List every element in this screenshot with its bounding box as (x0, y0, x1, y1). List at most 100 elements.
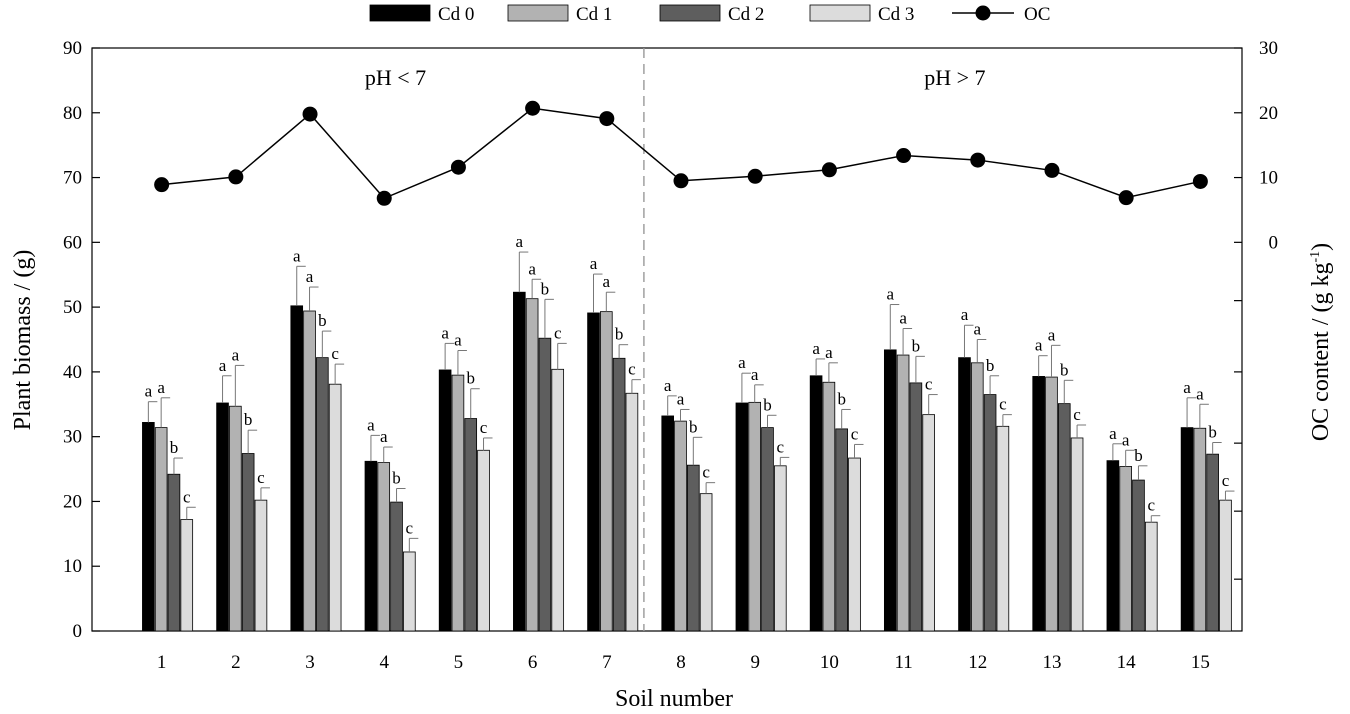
x-tick-label: 14 (1117, 652, 1137, 673)
significance-letter: b (1208, 422, 1217, 441)
bar-cd3-soil-11 (922, 414, 935, 632)
significance-letter: c (777, 437, 785, 456)
significance-letter: b (318, 311, 327, 330)
bar-cd1-soil-13 (1045, 376, 1058, 632)
bar-cd0-soil-14 (1106, 460, 1120, 632)
significance-letter: c (554, 323, 562, 342)
significance-letter: c (183, 487, 191, 506)
significance-letter: a (232, 345, 240, 364)
bar-cd1-soil-3 (303, 310, 316, 632)
bar-cd1-soil-2 (229, 405, 242, 632)
bar-cd3-soil-9 (774, 465, 787, 632)
significance-letter: b (986, 356, 995, 375)
bar-cd2-soil-14 (1132, 479, 1145, 632)
x-tick-label: 5 (454, 652, 464, 673)
significance-letter: a (1183, 378, 1191, 397)
bar-cd0-soil-2 (216, 402, 229, 632)
oc-point-soil-2 (228, 169, 244, 185)
significance-letter: a (1109, 424, 1117, 443)
oc-point-soil-1 (154, 177, 170, 193)
y2-axis-title-end: ) (1308, 243, 1334, 251)
bar-cd0-soil-4 (364, 460, 378, 632)
bar-cd1-soil-10 (822, 381, 836, 632)
significance-letter: a (306, 267, 314, 286)
significance-letter: a (516, 232, 524, 251)
significance-letter: c (628, 360, 636, 379)
oc-point-soil-14 (1118, 190, 1134, 206)
legend-label-cd0: Cd 0 (438, 4, 474, 25)
bar-cd1-soil-6 (525, 298, 539, 632)
y-tick-label: 60 (63, 232, 82, 253)
bar-cd2-soil-6 (538, 337, 552, 632)
oc-point-soil-8 (673, 173, 689, 189)
y2-tick-label: 10 (1259, 168, 1278, 189)
x-tick-label: 11 (894, 652, 912, 673)
x-tick-label: 10 (820, 652, 839, 673)
significance-letter: c (1222, 471, 1230, 490)
significance-letter: a (751, 365, 759, 384)
bar-cd0-soil-3 (290, 305, 304, 632)
bar-cd0-soil-6 (513, 291, 526, 632)
y-tick-label: 20 (63, 491, 82, 512)
significance-letter: a (157, 378, 165, 397)
x-tick-label: 3 (305, 652, 315, 673)
oc-point-soil-10 (821, 162, 837, 178)
significance-letter: c (1073, 405, 1081, 424)
legend-swatch-cd2 (659, 4, 721, 22)
oc-point-soil-9 (747, 168, 763, 184)
bar-cd2-soil-9 (761, 427, 774, 632)
significance-letter: a (1035, 336, 1043, 355)
legend-swatch-cd0 (369, 4, 431, 22)
oc-point-soil-5 (450, 159, 466, 175)
y-tick-label: 70 (63, 168, 82, 189)
bar-cd1-soil-11 (896, 354, 910, 632)
y2-tick-label: 0 (1269, 232, 1279, 253)
bar-cd3-soil-8 (699, 493, 713, 632)
oc-point-soil-6 (525, 100, 541, 116)
y-tick-label: 50 (63, 297, 82, 318)
significance-letter: a (145, 382, 153, 401)
legend-label-cd1: Cd 1 (576, 4, 612, 25)
significance-letter: a (454, 331, 462, 350)
bar-cd2-soil-12 (983, 394, 997, 632)
x-tick-label: 4 (379, 652, 389, 673)
region-label-alkaline: pH > 7 (924, 65, 985, 90)
significance-letter: b (1060, 360, 1069, 379)
bar-cd0-soil-9 (735, 402, 749, 632)
bar-cd3-soil-5 (477, 449, 490, 632)
legend-label-cd3: Cd 3 (878, 4, 914, 25)
legend-label-cd2: Cd 2 (728, 4, 764, 25)
significance-letter: b (763, 395, 772, 414)
y-tick-label: 40 (63, 362, 82, 383)
bar-cd1-soil-8 (674, 420, 687, 632)
significance-letter: a (738, 353, 746, 372)
significance-letter: a (961, 305, 969, 324)
significance-letter: c (999, 395, 1007, 414)
bar-cd0-soil-10 (809, 375, 823, 632)
significance-letter: b (541, 279, 550, 298)
significance-letter: a (441, 323, 449, 342)
legend-label-oc: OC (1024, 4, 1050, 25)
x-tick-label: 15 (1191, 652, 1210, 673)
significance-letter: a (528, 259, 536, 278)
significance-letter: a (677, 389, 685, 408)
significance-letter: c (702, 463, 710, 482)
x-tick-label: 13 (1042, 652, 1061, 673)
bar-cd0-soil-5 (438, 369, 452, 632)
significance-letter: c (925, 375, 933, 394)
legend-marker-oc (975, 5, 991, 21)
y-tick-label: 90 (63, 38, 82, 59)
x-tick-label: 7 (602, 652, 612, 673)
x-tick-label: 1 (157, 652, 167, 673)
bar-cd0-soil-1 (142, 422, 155, 632)
bar-cd3-soil-4 (403, 551, 416, 632)
oc-point-soil-13 (1044, 162, 1060, 178)
significance-letter: a (812, 339, 820, 358)
oc-point-soil-3 (302, 106, 318, 122)
bar-cd2-soil-7 (612, 357, 626, 632)
y2-tick-label: 20 (1259, 103, 1278, 124)
bar-cd2-soil-10 (835, 428, 848, 632)
bar-cd1-soil-15 (1193, 427, 1207, 632)
significance-letter: a (380, 427, 388, 446)
